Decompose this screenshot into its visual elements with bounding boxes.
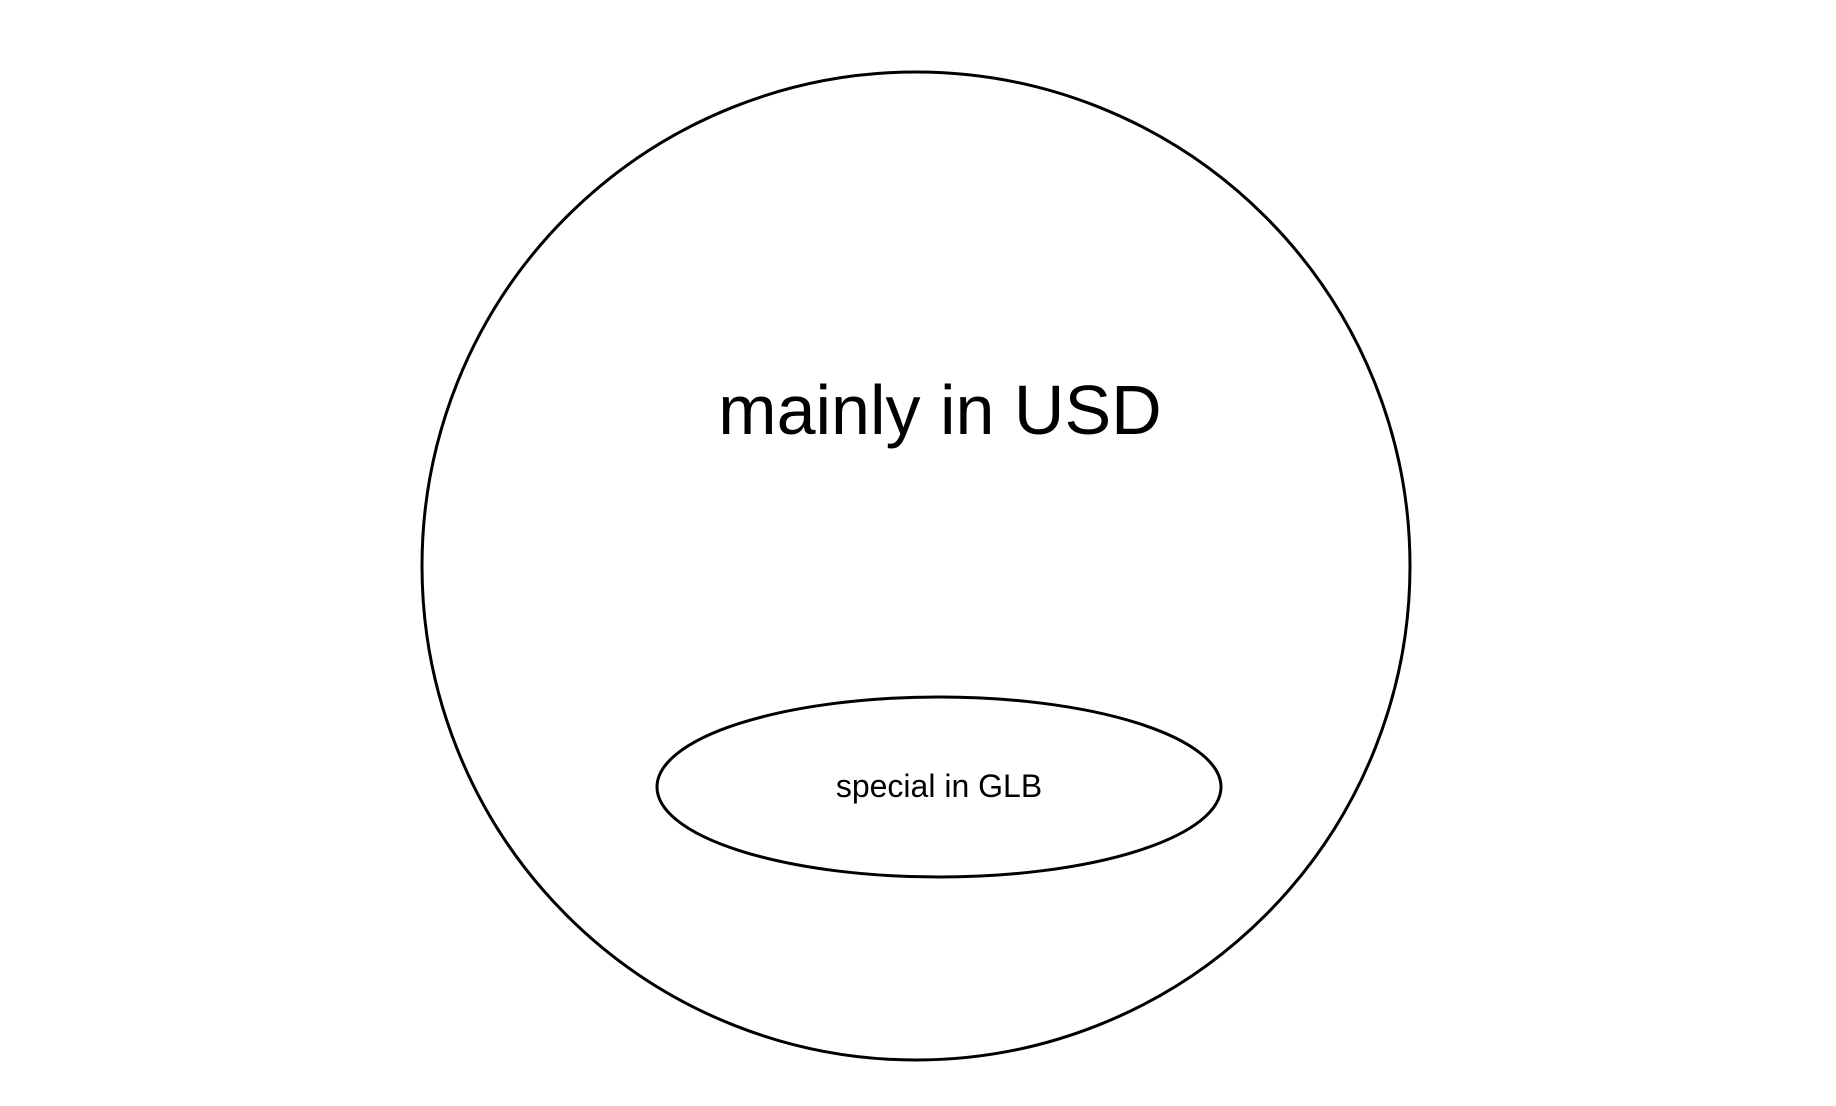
inner-label: special in GLB (836, 768, 1042, 804)
outer-circle (420, 70, 1412, 1062)
inner-ellipse (655, 695, 1223, 879)
outer-label: mainly in USD (718, 371, 1161, 449)
